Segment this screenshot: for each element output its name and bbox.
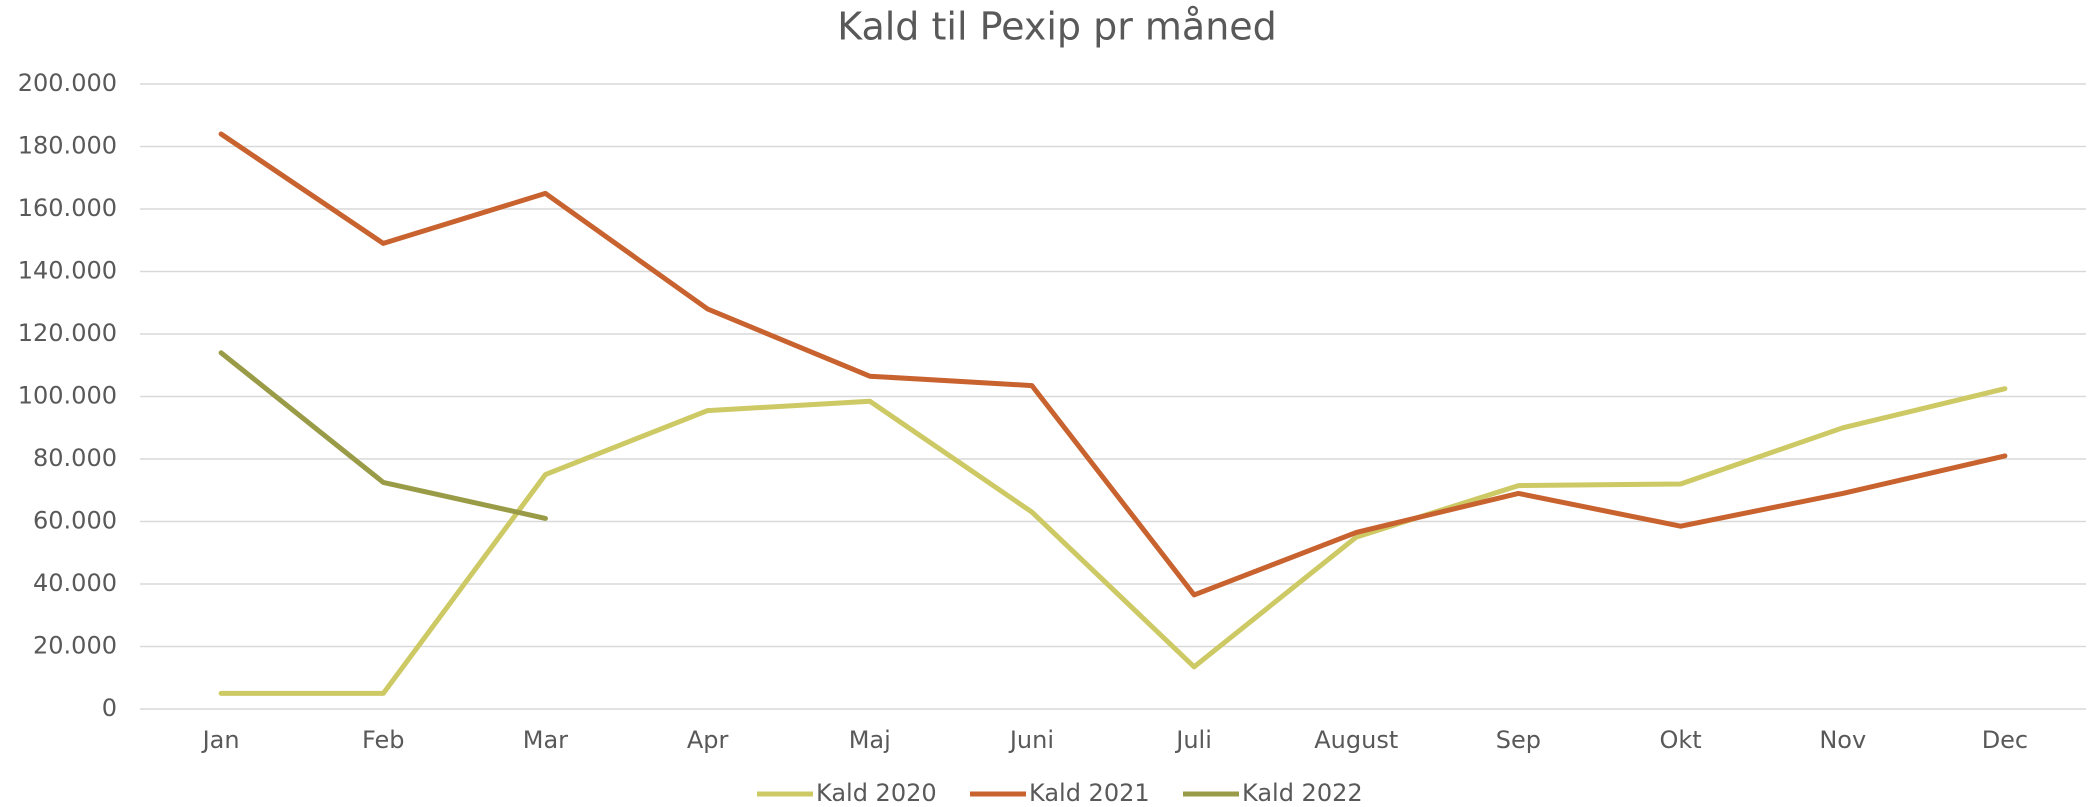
legend-label: Kald 2022 [1242,779,1363,807]
y-tick-label: 60.000 [33,507,117,535]
y-tick-label: 20.000 [33,632,117,660]
x-tick-label: Mar [523,726,568,754]
x-tick-label: Juni [1008,726,1054,754]
x-tick-label: Sep [1496,726,1541,754]
x-tick-label: Nov [1819,726,1866,754]
y-tick-label: 40.000 [33,569,117,597]
y-tick-label: 80.000 [33,444,117,472]
series-line [218,350,548,521]
x-tick-label: Okt [1659,726,1701,754]
x-tick-label: Feb [362,726,405,754]
y-tick-label: 180.000 [18,132,117,160]
legend-label: Kald 2021 [1029,779,1150,807]
series-line [218,131,2008,598]
y-tick-label: 100.000 [18,382,117,410]
x-tick-label: Juli [1174,726,1212,754]
chart-title: Kald til Pexip pr måned [837,5,1277,49]
x-tick-label: Apr [687,726,729,754]
y-tick-label: 120.000 [18,319,117,347]
y-tick-label: 140.000 [18,257,117,285]
x-tick-label: Maj [849,726,891,754]
legend-label: Kald 2020 [816,779,937,807]
x-tick-label: Dec [1982,726,2028,754]
x-tick-label: Jan [201,726,240,754]
series-line [218,386,2008,696]
x-tick-label: August [1314,726,1398,754]
y-tick-label: 160.000 [18,194,117,222]
y-tick-label: 200.000 [18,69,117,97]
y-tick-label: 0 [102,694,117,722]
